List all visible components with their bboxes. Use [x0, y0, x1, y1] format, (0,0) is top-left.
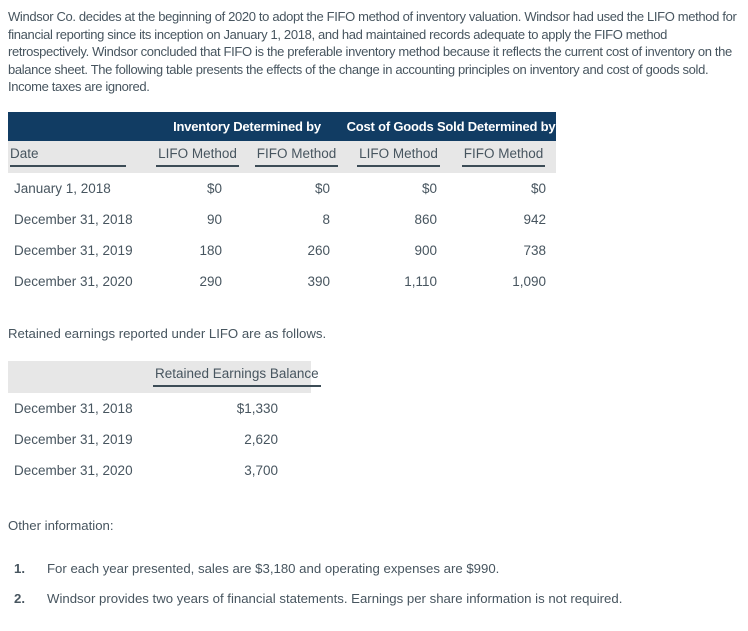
- other-information-title: Other information:: [8, 517, 114, 533]
- table-row: December 31, 2018 $1,330: [8, 393, 311, 424]
- value-cell: 290: [199, 273, 222, 289]
- value-cell: $0: [206, 180, 222, 196]
- retained-header-row: Retained Earnings Balance: [8, 360, 321, 393]
- value-cell: 90: [206, 211, 222, 227]
- value-cell: 390: [307, 273, 331, 289]
- value-cell: $0: [530, 180, 547, 196]
- value-cell: $0: [314, 180, 331, 196]
- group-header-cogs: Cost of Goods Sold Determined by: [346, 111, 557, 141]
- retained-header-empty: [8, 360, 153, 393]
- table-row: December 31, 2020 3,700: [8, 455, 311, 486]
- list-item: 1. For each year presented, sales are $3…: [8, 560, 740, 577]
- col-header-lifo-inventory: LIFO Method: [148, 140, 247, 173]
- value-cell: $1,330: [236, 400, 278, 416]
- col-header-fifo-inventory: FIFO Method: [247, 140, 347, 173]
- value-cell: 8: [322, 211, 331, 227]
- value-cell: 942: [523, 211, 547, 227]
- table-row: December 31, 2018 90 8 860 942: [8, 204, 556, 235]
- value-cell: 900: [414, 242, 438, 258]
- date-cell: December 31, 2018: [14, 400, 133, 416]
- inventory-cogs-table: Inventory Determined by Cost of Goods So…: [8, 111, 557, 297]
- value-cell: 1,110: [404, 273, 438, 289]
- column-header-row: Date LIFO Method FIFO Method LIFO Method…: [8, 140, 557, 173]
- list-item-number: 2.: [14, 590, 25, 606]
- date-cell: December 31, 2020: [14, 273, 133, 289]
- other-information-list: 1. For each year presented, sales are $3…: [8, 560, 740, 607]
- list-item-text: For each year presented, sales are $3,18…: [47, 560, 500, 576]
- value-cell: 860: [414, 211, 438, 227]
- col-header-date: Date: [8, 140, 148, 173]
- col-header-retained-earnings-balance: Retained Earnings Balance: [153, 360, 321, 393]
- list-item: 2. Windsor provides two years of financi…: [8, 590, 740, 607]
- list-item-number: 1.: [14, 560, 25, 576]
- date-cell: December 31, 2019: [14, 431, 133, 447]
- value-cell: 180: [199, 242, 222, 258]
- table-row: December 31, 2019 180 260 900 738: [8, 235, 556, 266]
- value-cell: $0: [421, 180, 438, 196]
- col-header-lifo-cogs: LIFO Method: [346, 140, 452, 173]
- value-cell: 260: [307, 242, 331, 258]
- date-cell: January 1, 2018: [14, 180, 111, 196]
- table-row: December 31, 2019 2,620: [8, 424, 311, 455]
- group-header-row: Inventory Determined by Cost of Goods So…: [8, 111, 557, 141]
- value-cell: 738: [523, 242, 547, 258]
- retained-earnings-table: Retained Earnings Balance December 31, 2…: [8, 360, 321, 486]
- retained-earnings-note: Retained earnings reported under LIFO ar…: [8, 325, 327, 341]
- col-header-fifo-cogs: FIFO Method: [451, 140, 557, 173]
- date-cell: December 31, 2018: [14, 211, 133, 227]
- value-cell: 2,620: [244, 431, 278, 447]
- table-row: January 1, 2018 $0 $0 $0 $0: [8, 173, 556, 204]
- group-header-empty: [8, 111, 148, 141]
- intro-paragraph: Windsor Co. decides at the beginning of …: [8, 9, 737, 95]
- value-cell: 3,700: [244, 462, 278, 478]
- date-cell: December 31, 2020: [14, 462, 133, 478]
- table-row: December 31, 2020 290 390 1,110 1,090: [8, 266, 556, 297]
- date-cell: December 31, 2019: [14, 242, 133, 258]
- list-item-text: Windsor provides two years of financial …: [47, 590, 623, 606]
- value-cell: 1,090: [512, 273, 547, 289]
- group-header-inventory: Inventory Determined by: [148, 111, 347, 141]
